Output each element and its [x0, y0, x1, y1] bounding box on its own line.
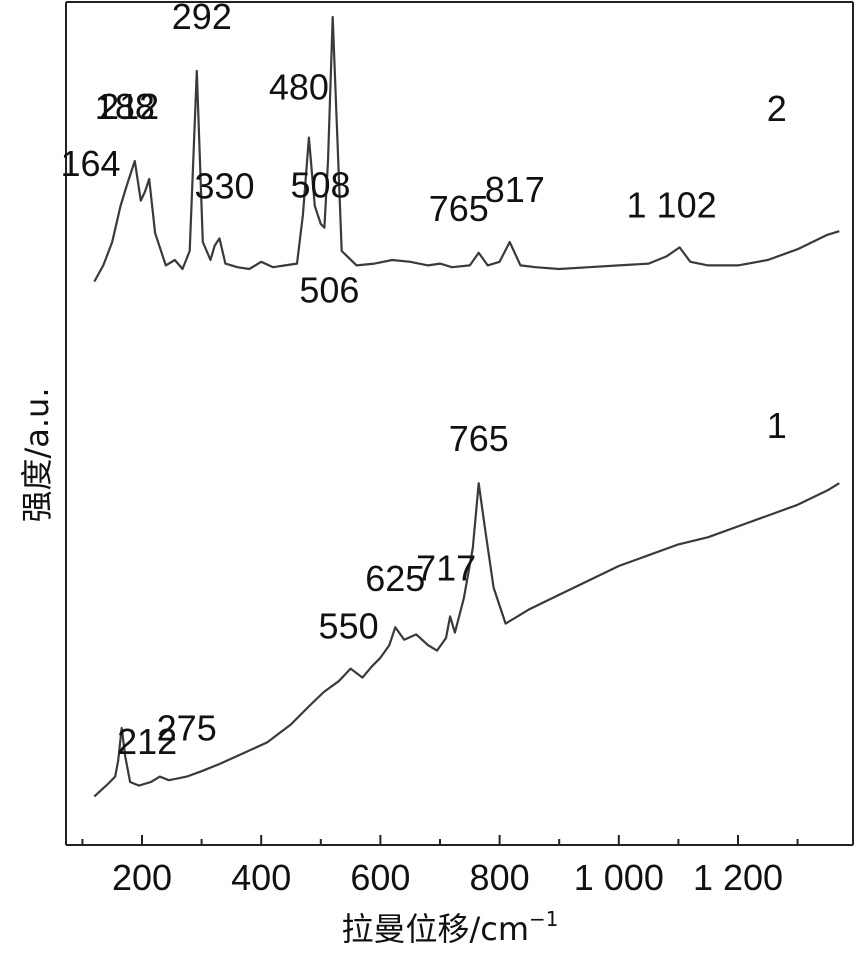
x-axis-label-text: 拉曼位移/cm — [341, 910, 529, 948]
peak-label: 188 — [95, 86, 155, 127]
x-tick-label: 800 — [470, 857, 530, 898]
x-axis-ticks: 200 400 600 800 1 000 1 200 — [81, 835, 799, 898]
x-axis-label: 拉曼位移/cm−1 — [341, 907, 558, 948]
peak-label: 817 — [485, 169, 545, 210]
peak-label: 506 — [299, 270, 359, 311]
peak-label: 508 — [291, 165, 351, 206]
peak-label: 550 — [319, 606, 379, 647]
peak-label: 765 — [449, 418, 509, 459]
peak-label: 1 102 — [627, 184, 717, 225]
y-axis-label: 强度/a.u. — [18, 387, 56, 522]
x-tick-label: 600 — [350, 857, 410, 898]
peak-label: 480 — [269, 67, 329, 108]
peak-label: 275 — [157, 708, 217, 749]
curve-label-2: 2 — [767, 88, 787, 129]
peak-label: 330 — [194, 165, 254, 206]
x-tick-label: 1 000 — [574, 857, 664, 898]
spectrum-line-2 — [93, 15, 840, 283]
x-axis-label-superscript: −1 — [529, 907, 558, 931]
peak-label: 212 — [117, 721, 177, 762]
peak-label: 164 — [61, 143, 121, 184]
peak-label: 765 — [429, 188, 489, 229]
x-tick-label: 200 — [112, 857, 172, 898]
peak-label: 717 — [416, 547, 476, 588]
x-tick-label: 400 — [231, 857, 291, 898]
x-tick-label: 1 200 — [693, 857, 783, 898]
peak-label: 625 — [365, 558, 425, 599]
spectra — [93, 15, 840, 798]
peak-label: 212 — [99, 86, 159, 127]
spectrum-line-1 — [93, 482, 840, 798]
peak-label: 292 — [172, 0, 232, 37]
curve-label-1: 1 — [767, 405, 787, 446]
